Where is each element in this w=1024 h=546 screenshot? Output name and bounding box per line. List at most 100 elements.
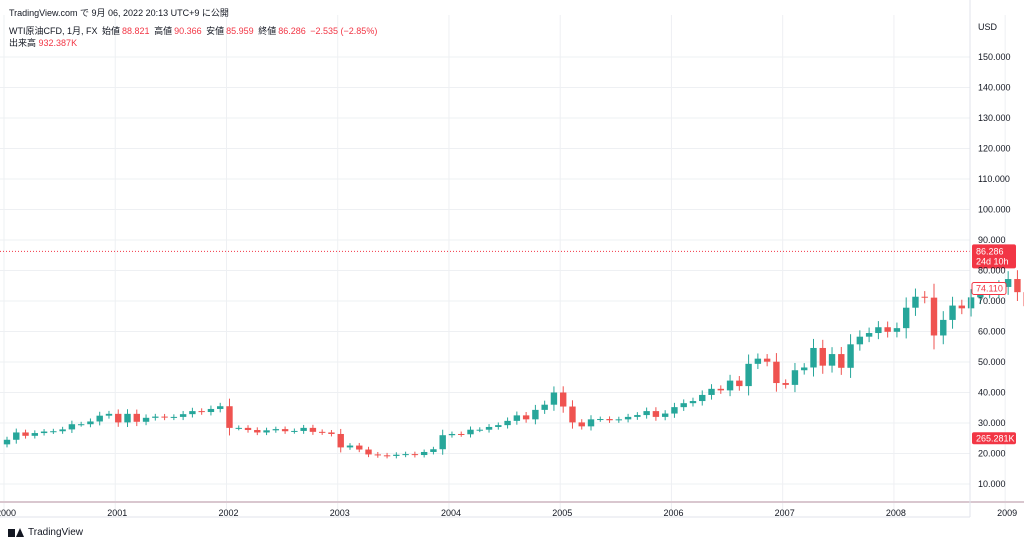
candle-body [828, 354, 836, 366]
published-caption: TradingView.com で 9月 06, 2022 20:13 UTC+… [9, 8, 229, 18]
candle-body [624, 416, 632, 420]
y-tick-label: 120.000 [978, 144, 1011, 154]
candle-body [902, 307, 910, 329]
symbol-label[interactable]: WTI原油CFD, 1月, FX [9, 26, 98, 36]
candle-body [448, 433, 456, 436]
candle-body [198, 411, 205, 413]
candle-body [77, 424, 85, 426]
change-value: −2.535 (−2.85%) [310, 26, 378, 36]
volume-label: 出来高 [9, 38, 37, 48]
volume-badge [972, 432, 1016, 445]
y-tick-label: 90.000 [978, 235, 1006, 245]
candle-body [309, 427, 317, 432]
y-tick-label: 10.000 [978, 479, 1006, 489]
y-tick-label: 100.000 [978, 205, 1011, 215]
candle-body [578, 422, 585, 427]
candle-body [634, 415, 641, 417]
price-axis: 10.000 20.000 30.000 40.000 50.000 60.000 70.0… [978, 22, 1011, 489]
close-value: 86.286 [278, 26, 306, 36]
y-tick-label: 70.000 [978, 296, 1006, 306]
high-value: 90.366 [174, 26, 202, 36]
x-tick-label: 2007 [775, 508, 795, 518]
candle-body [318, 431, 326, 433]
candle-body [50, 431, 57, 433]
candle-body [235, 427, 242, 429]
candle-body [485, 426, 493, 430]
candle-body [393, 454, 400, 456]
candle-body [763, 358, 771, 362]
footer-brand[interactable]: TradingView [8, 527, 83, 538]
candle-body [532, 409, 539, 420]
candle-body [754, 358, 762, 364]
candle-body [541, 404, 548, 410]
volume-badge-text: 265.281K [976, 433, 1015, 443]
candle-body [281, 429, 289, 432]
candle-body [504, 420, 511, 426]
volume-legend: 出来高 932.387K [9, 36, 77, 49]
candle-body [244, 427, 252, 431]
time-axis: 2000 2001 2002 2003 2004 2005 2006 2007 2008 2009… [0, 508, 1017, 518]
x-tick-label: 2003 [330, 508, 350, 518]
candle-body [411, 454, 419, 456]
candle-body [615, 419, 623, 421]
x-tick-label: 2006 [663, 508, 683, 518]
candle-body [124, 413, 131, 423]
candle-body [967, 297, 975, 309]
y-tick-label: 140.000 [978, 83, 1011, 93]
candle-body [337, 433, 344, 448]
candles [3, 270, 1024, 459]
y-tick-label: 80.000 [978, 266, 1006, 276]
candle-body [856, 336, 864, 345]
candle-body [133, 413, 140, 422]
candle-body [801, 367, 808, 371]
candle-body [179, 414, 187, 417]
candle-body [13, 432, 20, 440]
candle-body [606, 419, 613, 421]
candle-body [726, 380, 734, 391]
candle-body [643, 411, 650, 416]
y-tick-label: 150.000 [978, 52, 1011, 62]
candle-body [383, 455, 391, 457]
candle-body [420, 451, 428, 456]
candle-body [87, 421, 94, 425]
candle-body [272, 429, 280, 431]
candle-body [300, 427, 307, 431]
candle-body [930, 297, 938, 336]
candle-body [522, 415, 530, 420]
y-tick-label: 60.000 [978, 327, 1006, 337]
candle-body [689, 401, 697, 404]
low-value: 85.959 [226, 26, 254, 36]
candle-body [22, 432, 29, 436]
candle-body [819, 347, 826, 366]
high-label: 高値 [154, 26, 173, 36]
candle-body [597, 419, 604, 421]
candle-body [3, 439, 11, 445]
open-value: 88.821 [122, 26, 150, 36]
last-price-text: 86.286 [976, 246, 1004, 256]
candle-body [1004, 279, 1012, 287]
candle-body [217, 406, 224, 409]
candle-body [587, 419, 595, 427]
candle-body [513, 415, 521, 421]
brand-name: TradingView [28, 527, 84, 538]
candle-body [495, 425, 502, 427]
volume-bars [0, 501, 1024, 503]
candle-body [884, 327, 891, 332]
candle-body [68, 424, 76, 430]
candle-body [671, 407, 678, 414]
candle-body [161, 416, 168, 418]
candle-body [152, 416, 159, 418]
grid [0, 15, 1006, 517]
candle-body [439, 435, 446, 450]
candle-body [346, 445, 354, 448]
candle-body [680, 403, 687, 408]
x-tick-label: 2005 [552, 508, 572, 518]
candle-body [875, 327, 882, 334]
candle-body [59, 429, 66, 432]
candle-body [291, 430, 298, 432]
open-label: 始値 [102, 26, 121, 36]
candle-body [31, 433, 39, 436]
candle-body [115, 413, 122, 423]
x-tick-label: 2000 [0, 508, 16, 518]
